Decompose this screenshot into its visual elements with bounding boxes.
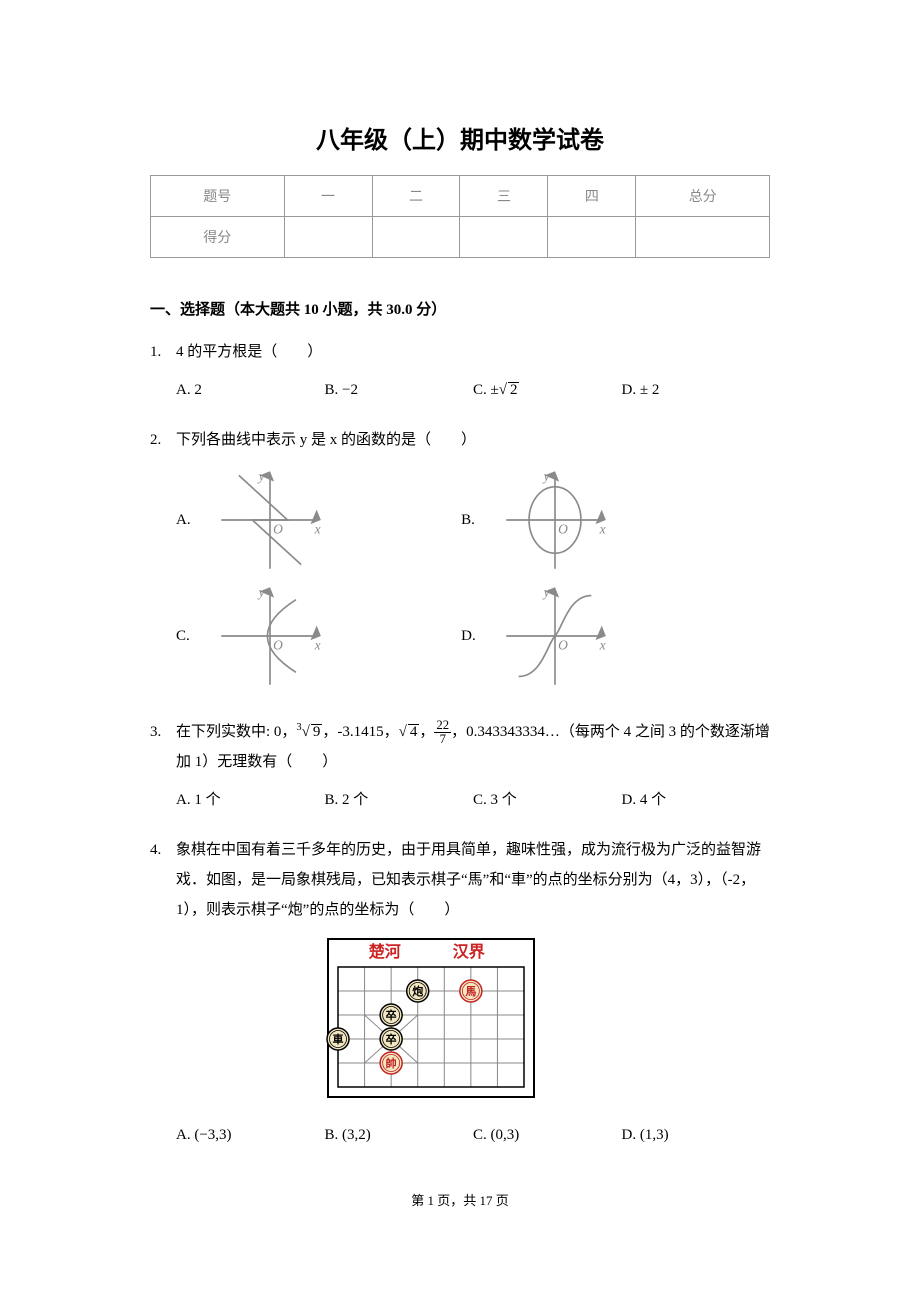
function-graph: y x O [200,581,340,691]
page-footer: 第 1 页，共 17 页 [150,1190,770,1209]
option-a: A. 1 个 [176,785,325,815]
th-col: 三 [460,176,548,217]
score-table: 题号 一 二 三 四 总分 得分 [150,175,770,258]
svg-text:y: y [257,469,265,484]
option-label: B. [461,505,485,535]
option-d: D. (1,3) [622,1120,771,1150]
table-row: 题号 一 二 三 四 总分 [151,176,770,217]
question-1: 1. 4 的平方根是（ ） A. 2 B. −2 C. ±√2 D. ± 2 [150,337,770,405]
chess-diagram: 楚河汉界炮馬卒車卒帥 [326,937,770,1110]
section-heading: 一、选择题（本大题共 10 小题，共 30.0 分） [150,298,770,319]
svg-text:O: O [273,637,283,652]
question-text: 下列各曲线中表示 y 是 x 的函数的是（ ） [176,425,770,455]
svg-text:y: y [257,585,265,600]
page-title: 八年级（上）期中数学试卷 [150,120,770,155]
function-graph: y x O [485,465,625,575]
row-label: 得分 [151,217,285,258]
option-b: B. (3,2) [325,1120,474,1150]
option-a: A. 2 [176,375,325,405]
svg-text:汉界: 汉界 [453,942,485,961]
svg-text:O: O [558,637,568,652]
svg-text:車: 車 [333,1032,344,1046]
svg-text:卒: 卒 [386,1008,397,1022]
th-col: 四 [548,176,636,217]
svg-text:卒: 卒 [386,1032,397,1046]
cell-blank [548,217,636,258]
question-number: 2. [150,425,176,697]
th-total: 总分 [636,176,770,217]
option-c: C. (0,3) [473,1120,622,1150]
svg-text:x: x [314,637,321,652]
question-2: 2. 下列各曲线中表示 y 是 x 的函数的是（ ） A.yxOB.yxOC.y… [150,425,770,697]
option-d: D. ± 2 [622,375,771,405]
svg-text:帥: 帥 [386,1056,397,1070]
svg-text:O: O [558,521,568,536]
svg-text:x: x [314,521,321,536]
option-d: D. 4 个 [622,785,771,815]
svg-text:x: x [599,637,606,652]
svg-text:x: x [599,521,606,536]
cell-blank [636,217,770,258]
graph-option-a: A. y x O [176,465,461,575]
option-c: C. 3 个 [473,785,622,815]
svg-text:O: O [273,521,283,536]
cell-blank [284,217,372,258]
graph-option-c: C. y x O [176,581,461,691]
th-col: 二 [372,176,460,217]
function-graph: y x O [200,465,340,575]
question-text: 象棋在中国有着三千多年的历史，由于用具简单，趣味性强，成为流行极为广泛的益智游戏… [176,835,770,925]
chess-board: 楚河汉界炮馬卒車卒帥 [326,937,536,1099]
th-label: 题号 [151,176,285,217]
question-3: 3. 在下列实数中: 0，3√9，-3.1415，√4，227，0.343343… [150,717,770,815]
svg-text:楚河: 楚河 [369,942,401,961]
option-b: B. −2 [325,375,474,405]
option-b: B. 2 个 [325,785,474,815]
function-graph: y x O [485,581,625,691]
question-number: 3. [150,717,176,815]
option-label: D. [461,621,485,651]
question-text: 4 的平方根是（ ） [176,337,770,367]
option-c: C. ±√2 [473,375,622,405]
svg-text:y: y [542,469,550,484]
question-4: 4. 象棋在中国有着三千多年的历史，由于用具简单，趣味性强，成为流行极为广泛的益… [150,835,770,1150]
option-label: C. [176,621,200,651]
svg-text:馬: 馬 [465,985,476,998]
option-label: A. [176,505,200,535]
th-col: 一 [284,176,372,217]
question-number: 1. [150,337,176,405]
graph-option-b: B. y x O [461,465,746,575]
svg-text:炮: 炮 [412,984,423,998]
cell-blank [372,217,460,258]
question-text: 在下列实数中: 0，3√9，-3.1415，√4，227，0.343343334… [176,717,770,777]
option-a: A. (−3,3) [176,1120,325,1150]
cell-blank [460,217,548,258]
svg-text:y: y [542,585,550,600]
graph-option-d: D. y x O [461,581,746,691]
question-number: 4. [150,835,176,1150]
table-row: 得分 [151,217,770,258]
